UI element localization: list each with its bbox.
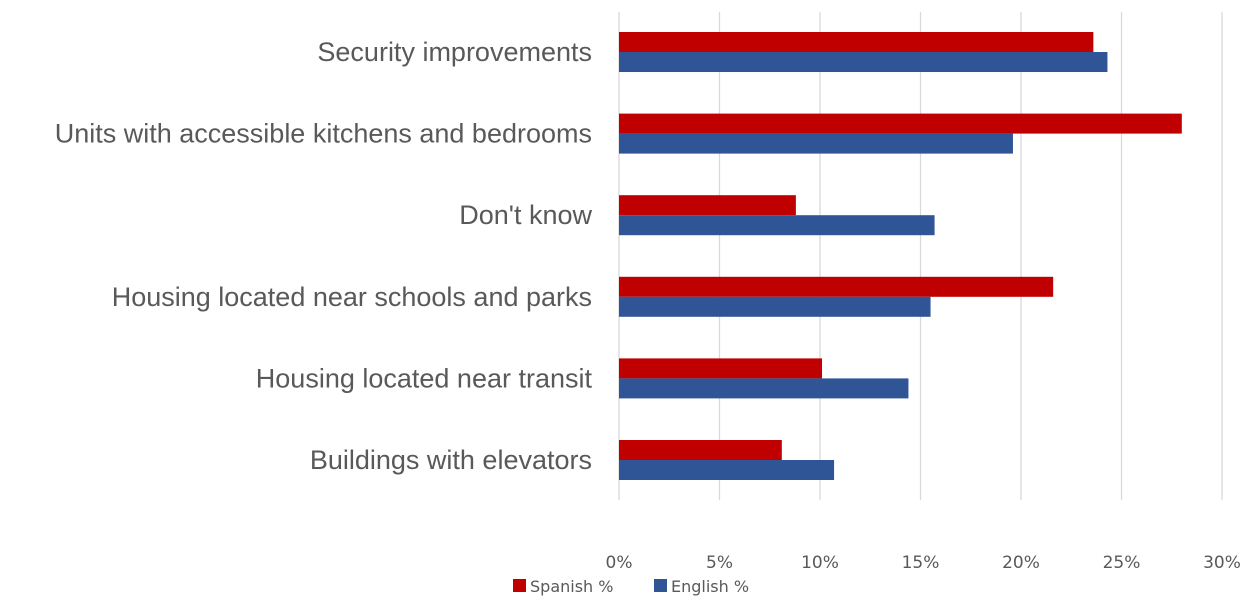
- legend-swatch: [654, 579, 667, 592]
- x-tick-label: 15%: [902, 553, 940, 573]
- bar-spanish: [619, 32, 1094, 52]
- bar-spanish: [619, 195, 796, 216]
- legend-label: English %: [671, 577, 749, 596]
- category-labels: Security improvements Units with accessib…: [55, 37, 593, 475]
- category-label: Buildings with elevators: [310, 445, 592, 475]
- x-tick-label: 5%: [706, 553, 733, 573]
- category-label: Units with accessible kitchens and bedro…: [55, 119, 592, 149]
- category-label: Housing located near schools and parks: [112, 282, 592, 312]
- bar-english: [619, 215, 935, 236]
- bar-english: [619, 133, 1013, 154]
- bar-spanish: [619, 113, 1182, 134]
- bar-english: [619, 460, 835, 480]
- category-label: Security improvements: [317, 37, 592, 67]
- bar-english: [619, 296, 931, 317]
- bar-english: [619, 52, 1108, 72]
- gridlines: [618, 12, 1223, 500]
- bar-english: [619, 378, 909, 399]
- x-tick-label: 0%: [606, 553, 633, 573]
- bar-spanish: [619, 276, 1054, 297]
- bar-spanish: [619, 358, 823, 379]
- x-tick-label: 25%: [1103, 553, 1141, 573]
- bar-spanish: [619, 440, 782, 460]
- legend-label: Spanish %: [530, 577, 613, 596]
- x-axis-tick-labels: 0% 5% 10% 15% 20% 25% 30%: [606, 553, 1241, 573]
- category-label: Housing located near transit: [256, 363, 593, 393]
- category-label: Don't know: [459, 200, 592, 230]
- bars: [619, 32, 1182, 480]
- x-tick-label: 20%: [1002, 553, 1040, 573]
- legend-swatch: [513, 579, 526, 592]
- legend: Spanish % English %: [513, 577, 749, 596]
- x-tick-label: 30%: [1203, 553, 1241, 573]
- x-tick-label: 10%: [801, 553, 839, 573]
